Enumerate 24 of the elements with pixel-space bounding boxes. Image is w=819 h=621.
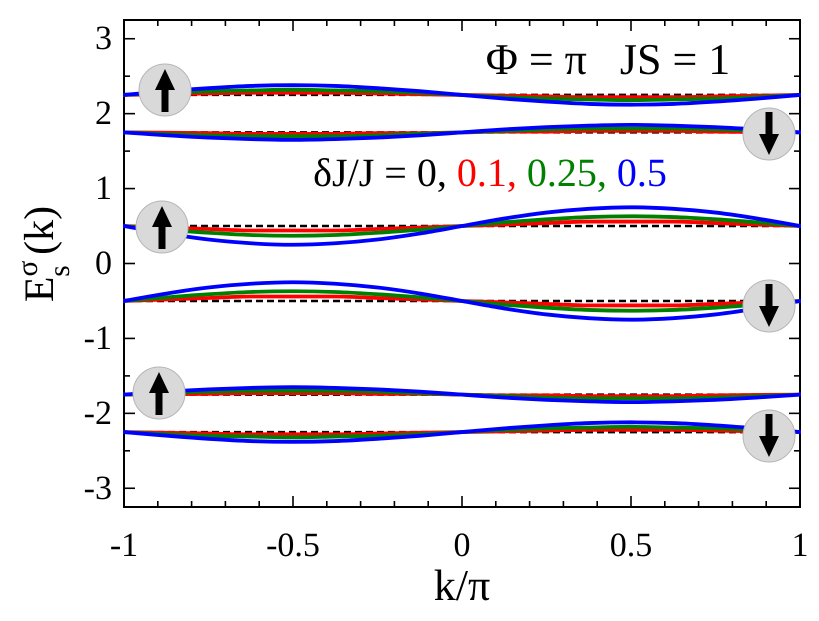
y-tick-label: -3 bbox=[84, 470, 112, 507]
y-tick-label: 2 bbox=[95, 95, 112, 132]
line-series bbox=[123, 83, 801, 107]
x-tick-label: 0 bbox=[454, 527, 470, 564]
y-tick-label: 1 bbox=[95, 170, 112, 208]
line-series bbox=[123, 280, 801, 322]
line-series bbox=[123, 122, 801, 142]
x-axis-title: k/π bbox=[434, 561, 490, 610]
x-tick-label: -0.5 bbox=[266, 527, 320, 564]
series-label: 0.1, bbox=[456, 150, 517, 195]
series-label: 0, bbox=[416, 150, 447, 195]
y-tick-label: 3 bbox=[95, 20, 112, 58]
x-tick-label: 0.5 bbox=[610, 527, 652, 564]
x-tick-label: 1 bbox=[792, 527, 808, 564]
legend-title: δJ/J = bbox=[313, 150, 407, 195]
y-tick-label: -2 bbox=[84, 394, 112, 432]
annotation: Φ = π JS = 1 bbox=[486, 35, 730, 84]
series-label: 0.5 bbox=[616, 150, 667, 195]
y-tick-label: -1 bbox=[84, 320, 112, 357]
line-series bbox=[123, 385, 801, 404]
series-label: 0.25, bbox=[526, 150, 607, 195]
y-tick-label: 0 bbox=[95, 245, 112, 282]
line-series bbox=[123, 420, 801, 444]
line-series bbox=[123, 205, 801, 247]
